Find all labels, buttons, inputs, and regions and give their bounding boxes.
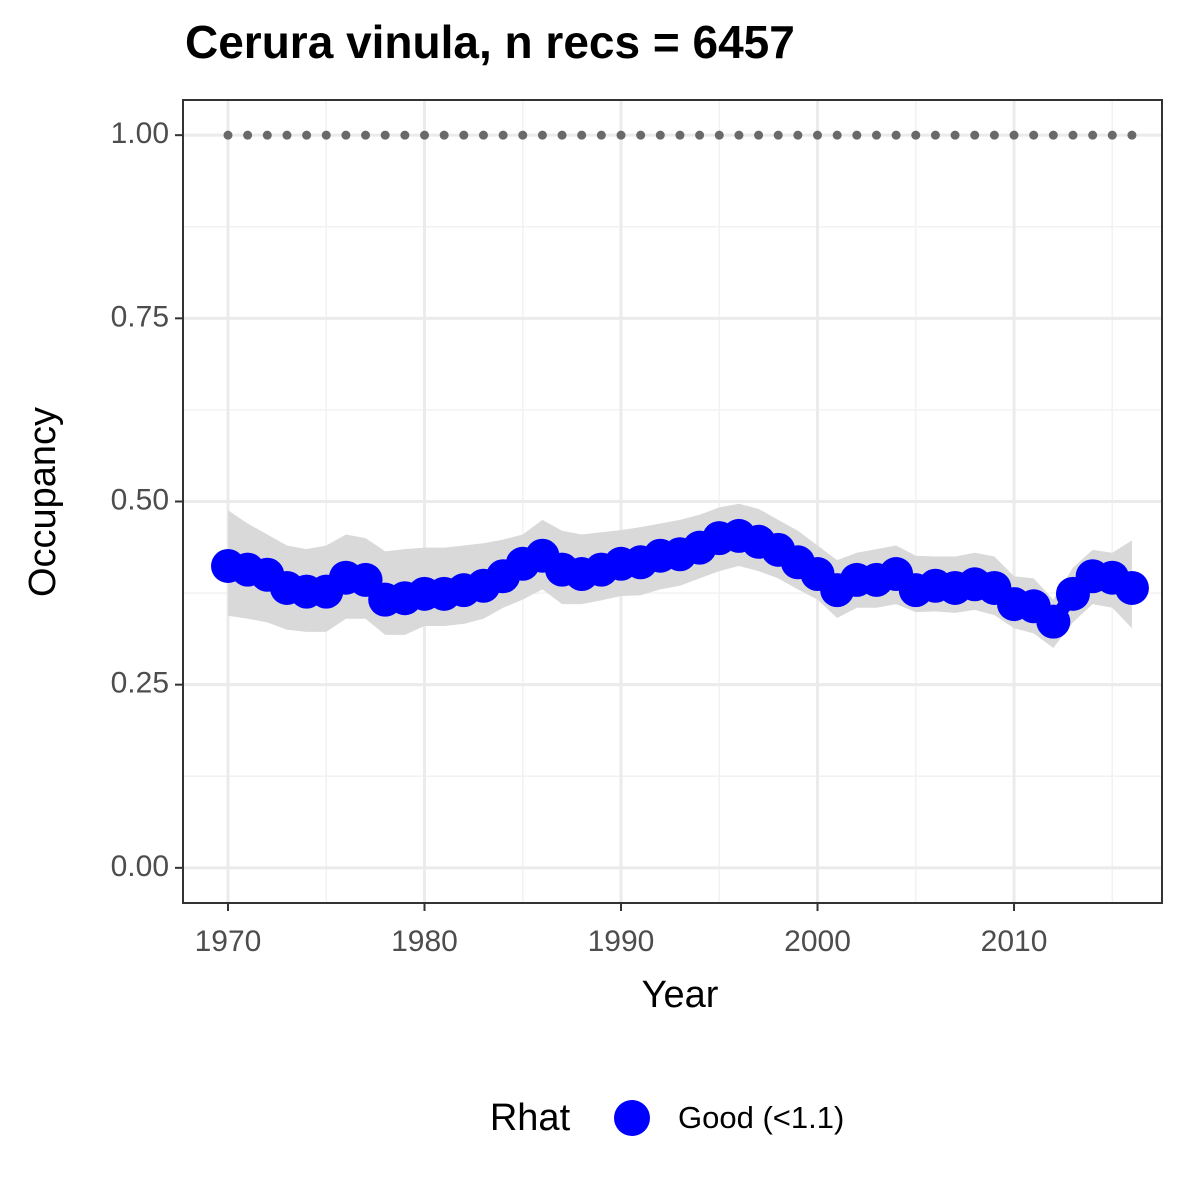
data-point [832,130,842,140]
data-point [321,130,331,140]
data-point [655,130,665,140]
data-point [616,130,626,140]
y-tick-label: 0.00 [111,850,169,883]
x-tick-label: 1980 [391,925,458,958]
data-point [577,130,587,140]
data-point [243,130,253,140]
data-point [282,130,292,140]
data-point [1029,130,1039,140]
y-tick-label: 0.25 [111,667,169,700]
data-point [636,130,646,140]
data-point [498,130,508,140]
data-point [852,130,862,140]
data-point [734,130,744,140]
data-point [754,130,764,140]
data-point [439,130,449,140]
data-point [537,130,547,140]
confidence-band [228,503,1132,649]
data-point [970,130,980,140]
legend-marker [614,1100,650,1136]
data-point [714,130,724,140]
data-point [1048,130,1058,140]
data-point [1088,130,1098,140]
data-point [302,130,312,140]
data-point [518,130,528,140]
data-point [1127,130,1137,140]
chart-title: Cerura vinula, n recs = 6457 [185,16,795,68]
y-axis-label: Occupancy [22,407,64,597]
data-point [891,130,901,140]
y-tick-label: 0.75 [111,300,169,333]
x-tick-label: 2000 [784,925,851,958]
data-point [459,130,469,140]
data-point [478,130,488,140]
data-point [380,130,390,140]
data-point [871,130,881,140]
data-point [675,130,685,140]
data-point [596,130,606,140]
data-point [950,130,960,140]
data-point [557,130,567,140]
data-point [262,130,272,140]
data-point [911,130,921,140]
data-point [793,130,803,140]
data-point [420,130,430,140]
data-point [773,130,783,140]
y-tick-label: 1.00 [111,117,169,150]
x-tick-label: 2010 [981,925,1048,958]
data-point [400,130,410,140]
data-point [1036,604,1071,639]
data-point [813,130,823,140]
data-point [930,130,940,140]
legend-title: Rhat [490,1097,571,1139]
data-point [1107,130,1117,140]
plot-border [182,99,1163,904]
x-axis-label: Year [642,974,719,1016]
data-point [223,130,233,140]
legend-label: Good (<1.1) [678,1100,844,1135]
data-point [695,130,705,140]
data-point [1009,130,1019,140]
y-tick-label: 0.50 [111,483,169,516]
x-tick-label: 1970 [195,925,262,958]
data-point [989,130,999,140]
x-tick-label: 1990 [588,925,655,958]
data-point [361,130,371,140]
data-point [341,130,351,140]
data-point [1068,130,1078,140]
data-point [1114,570,1149,605]
